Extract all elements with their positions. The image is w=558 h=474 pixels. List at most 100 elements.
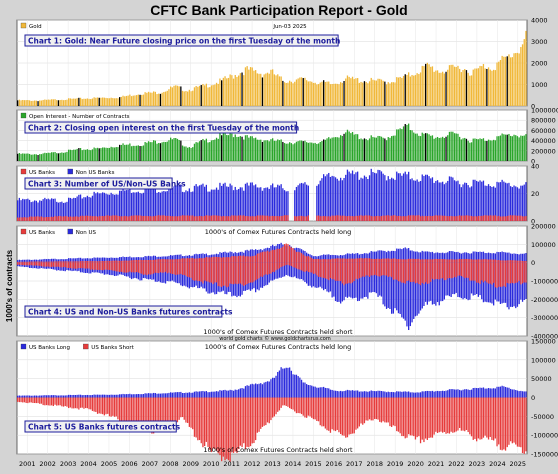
chart4-bar (477, 259, 479, 263)
chart1-bar (382, 80, 384, 106)
chart3-bar (198, 215, 201, 221)
chart3-bar (202, 216, 204, 221)
chart5-legend-swatch (20, 343, 27, 350)
chart2-bar (229, 132, 231, 161)
chart5-bar (224, 397, 226, 461)
chart4-bar (122, 256, 124, 263)
chart5-bar (198, 397, 201, 441)
chart1-bar (324, 81, 326, 106)
chart2-bar (91, 149, 94, 161)
chart4-bar (151, 260, 153, 263)
chart4-bar (489, 253, 491, 263)
chart1-bar (416, 73, 418, 106)
chart2-bar (76, 148, 78, 161)
chart5-bar (243, 388, 245, 398)
chart4-bar (100, 261, 102, 263)
chart4-bar (130, 260, 133, 263)
chart4-bar (256, 253, 258, 263)
chart5-bar (453, 389, 456, 398)
chart4-bar (472, 262, 474, 281)
chart5-bar (402, 391, 405, 398)
chart4-bar (357, 253, 359, 263)
chart3-bar (448, 176, 451, 221)
chart2-bar (39, 154, 41, 161)
chart4-bar (68, 262, 70, 268)
chart1-bar (219, 78, 221, 106)
chart4-bar (249, 256, 252, 263)
chart4-bar (379, 250, 381, 263)
chart5-bar (435, 397, 437, 432)
chart3-bar (209, 191, 211, 221)
chart4-bar (462, 252, 464, 263)
chart3-bar (105, 193, 107, 221)
chart3-bar (304, 216, 306, 221)
chart5-bar (86, 397, 88, 409)
chart2-bar (455, 133, 457, 161)
chart3-legend-label: US Banks (29, 170, 55, 176)
chart4-bar (343, 262, 345, 286)
chart4-bar (511, 260, 513, 263)
chart5-bar (54, 395, 56, 398)
chart5-bar (421, 391, 423, 398)
chart4-bar (91, 258, 94, 263)
chart4-bar (399, 262, 401, 282)
chart3-bar (321, 216, 323, 221)
chart3-bar (117, 194, 119, 221)
chart5-bar (312, 386, 315, 398)
chart1-bar (476, 68, 478, 106)
chart5-bar (295, 397, 298, 414)
chart5-bar (129, 397, 131, 425)
chart3-bar (321, 178, 323, 221)
chart4-bar (115, 260, 117, 263)
chart4-bar (64, 262, 66, 268)
chart1-bar (459, 68, 461, 106)
chart4-bar (71, 258, 73, 263)
chart3-bar (425, 215, 427, 221)
chart5-bar (307, 397, 309, 416)
chart5-bar (79, 397, 82, 408)
chart3-bar (402, 216, 405, 221)
chart4-bar (30, 259, 32, 263)
chart3-bar (23, 199, 26, 221)
chart3-bar (56, 216, 58, 221)
x-tick-label: 2014 (285, 460, 302, 468)
chart3-bar (251, 216, 253, 221)
chart4-bar (392, 258, 394, 263)
chart5-bar (159, 393, 162, 398)
chart5-bar (102, 394, 104, 398)
chart1-bar (202, 83, 204, 106)
chart5-bar (88, 395, 90, 398)
chart3-bar (481, 215, 483, 221)
chart1-bar (387, 82, 389, 106)
chart4-bar (224, 251, 226, 263)
chart5-bar (447, 390, 449, 398)
chart4-bar (377, 262, 379, 277)
chart3-bar (280, 216, 282, 221)
chart2-bar (202, 138, 204, 161)
chart2-bar (438, 137, 440, 161)
chart4-bar (95, 262, 97, 270)
chart5-bar (231, 397, 233, 453)
chart3-bar (419, 180, 422, 221)
chart2-bar (498, 136, 500, 161)
chart4-bar (363, 262, 366, 298)
chart5-bar (459, 389, 461, 398)
chart4-bar (476, 262, 478, 283)
chart4-bar (187, 258, 189, 263)
chart4-bar (54, 261, 56, 263)
chart5-bar (462, 397, 464, 431)
chart5-bar (338, 391, 340, 398)
chart4-bar (334, 262, 337, 281)
chart3-bar (343, 215, 345, 221)
chart4-bar (323, 254, 325, 263)
chart5-bar (51, 395, 53, 398)
chart5-bar (442, 390, 444, 398)
chart3-bar (205, 215, 207, 221)
chart2-bar (168, 140, 170, 161)
chart3-bar (464, 215, 466, 221)
chart4-bar (355, 262, 357, 279)
chart4-bar (83, 258, 85, 263)
chart5-bar (171, 392, 173, 398)
chart3-bar (244, 183, 247, 221)
chart4-bar (144, 259, 146, 263)
